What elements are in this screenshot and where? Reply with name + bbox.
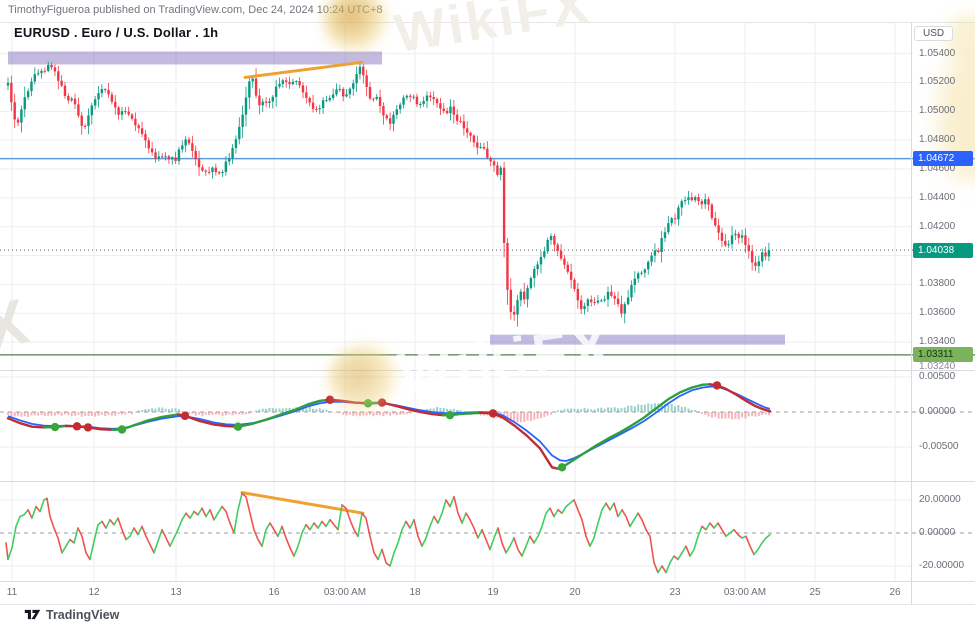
time-axis-label: 16 bbox=[268, 587, 280, 598]
time-axis-label: 03:00 AM bbox=[323, 587, 367, 598]
trendlines-layer bbox=[240, 60, 365, 515]
macd-pane-layer bbox=[0, 381, 975, 472]
currency-label[interactable]: USD bbox=[914, 26, 954, 41]
candles-layer bbox=[6, 61, 771, 327]
price-badge: 1.04672 bbox=[913, 151, 973, 167]
price-axis-label: 1.03400 bbox=[919, 336, 956, 348]
time-axis-label: 25 bbox=[809, 587, 821, 598]
horizontal-lines-layer bbox=[0, 157, 975, 356]
time-axis-label: 13 bbox=[170, 587, 182, 598]
price-axis-label: -20.00000 bbox=[919, 560, 965, 571]
time-axis-label: 23 bbox=[669, 587, 681, 598]
frame-lines-layer bbox=[0, 22, 975, 605]
time-axis-label: 18 bbox=[409, 587, 421, 598]
price-axis-label: 1.04200 bbox=[919, 220, 956, 232]
time-axis-label: 19 bbox=[487, 587, 499, 598]
time-axis-label: 20 bbox=[569, 587, 581, 598]
price-axis[interactable]: 1.05400 1.05200 1.05000 1.04800 1.04600 1.044… bbox=[912, 0, 975, 631]
price-axis-label: 0.00500 bbox=[919, 371, 956, 382]
price-badge: 1.03311 bbox=[913, 347, 973, 363]
price-axis-label: 0.00000 bbox=[919, 406, 956, 417]
time-axis-label: 12 bbox=[88, 587, 100, 598]
price-axis-label: 1.03800 bbox=[919, 278, 956, 290]
price-axis-label: 1.03600 bbox=[919, 307, 956, 319]
price-axis-label: 1.04400 bbox=[919, 191, 956, 203]
price-axis-label: 1.05400 bbox=[919, 47, 956, 59]
time-axis-label: 03:00 AM bbox=[723, 587, 767, 598]
price-axis-label: 1.05000 bbox=[919, 105, 956, 117]
price-axis-label: 1.03240 bbox=[919, 361, 956, 372]
tradingview-logo-text[interactable]: TradingView bbox=[46, 607, 120, 622]
price-axis-label: -0.00500 bbox=[919, 441, 959, 452]
price-axis-label: 20.00000 bbox=[919, 494, 961, 505]
footer: TradingView bbox=[24, 606, 119, 623]
price-axis-label: 1.04600 bbox=[919, 163, 956, 174]
price-zones-layer bbox=[8, 51, 785, 345]
time-axis-label: 26 bbox=[889, 587, 901, 598]
grid-layer bbox=[0, 22, 911, 582]
oscillator-pane-layer bbox=[0, 492, 975, 574]
attribution-text: TimothyFigueroa published on TradingView… bbox=[8, 4, 383, 16]
time-axis-label: 11 bbox=[6, 587, 18, 598]
price-axis-label: 1.05200 bbox=[919, 76, 956, 88]
price-axis-label: 0.00000 bbox=[919, 527, 956, 538]
symbol-title: EURUSD . Euro / U.S. Dollar . 1h bbox=[14, 25, 219, 40]
tradingview-logo-icon[interactable] bbox=[24, 606, 41, 623]
price-axis-label: 1.04800 bbox=[919, 134, 956, 146]
price-badge: 1.04038 bbox=[913, 242, 973, 258]
